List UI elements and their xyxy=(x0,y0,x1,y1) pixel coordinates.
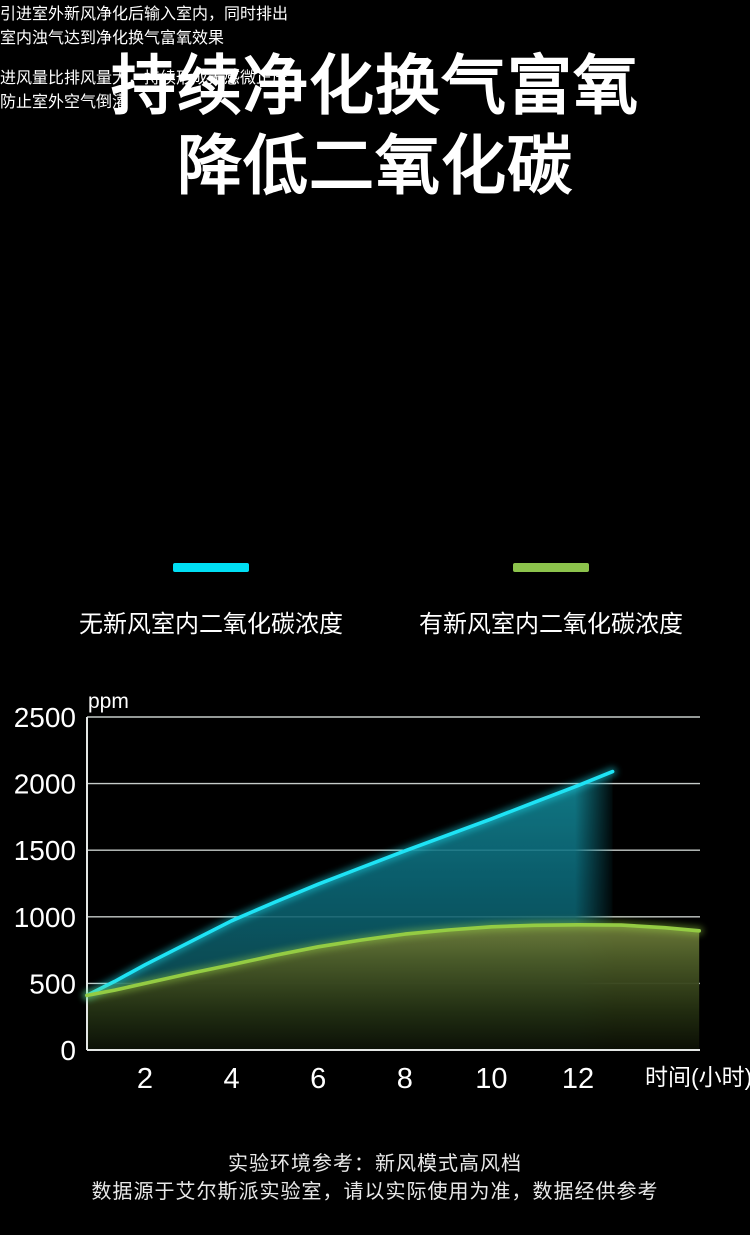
co2-chart: 0 500 1000 1500 2000 2500 2 4 6 8 10 12 ppm 时间(小时) xyxy=(14,690,750,1095)
x-tick-label: 4 xyxy=(224,1063,240,1095)
y-tick-label: 2000 xyxy=(14,769,76,800)
legend-label-no-fresh-air: 无新风室内二氧化碳浓度 xyxy=(79,611,343,638)
y-axis-unit-label: ppm xyxy=(88,690,129,713)
line-no-fresh-air xyxy=(85,769,615,998)
title-line2: 降低二氧化碳 xyxy=(176,129,573,202)
x-tick-label: 2 xyxy=(137,1063,153,1095)
y-tick-label: 2500 xyxy=(14,702,76,733)
area-fresh-air xyxy=(87,924,700,1050)
legend-item-no-fresh-air: 无新风室内二氧化碳浓度 xyxy=(61,563,361,639)
x-axis-title: 时间(小时) xyxy=(645,1064,750,1090)
y-tick-label: 0 xyxy=(60,1035,76,1066)
y-tick-label: 1000 xyxy=(14,902,76,933)
feature-note-line1: 进风量比排风量大，持续形成无感微正压 xyxy=(0,70,289,87)
feature-note-line2: 防止室外空气倒灌 xyxy=(0,94,129,111)
legend-swatch-no-fresh-air xyxy=(173,563,249,572)
legend-swatch-fresh-air xyxy=(513,563,589,572)
title-line1: 持续净化换气富氧 xyxy=(110,49,639,122)
subtitle-line1: 引进室外新风净化后输入室内，同时排出 xyxy=(0,6,289,23)
y-tick-label: 500 xyxy=(29,968,76,999)
footer-reference-line: 实验环境参考：新风模式高风档 xyxy=(228,1153,522,1175)
legend-item-fresh-air: 有新风室内二氧化碳浓度 xyxy=(401,563,701,639)
y-tick-label: 1500 xyxy=(14,835,76,866)
x-tick-label: 6 xyxy=(310,1063,326,1095)
footer-disclaimer-line: 数据源于艾尔斯派实验室，请以实际使用为准，数据经供参考 xyxy=(91,1181,659,1203)
x-tick-label: 12 xyxy=(562,1063,594,1095)
line-fresh-air xyxy=(85,923,701,998)
legend-label-fresh-air: 有新风室内二氧化碳浓度 xyxy=(419,611,683,638)
x-tick-label: 10 xyxy=(475,1063,507,1095)
page-title: 持续净化换气富氧 降低二氧化碳 xyxy=(0,46,750,206)
x-tick-label: 8 xyxy=(397,1063,413,1095)
subtitle-line2: 室内浊气达到净化换气富氧效果 xyxy=(0,30,225,47)
